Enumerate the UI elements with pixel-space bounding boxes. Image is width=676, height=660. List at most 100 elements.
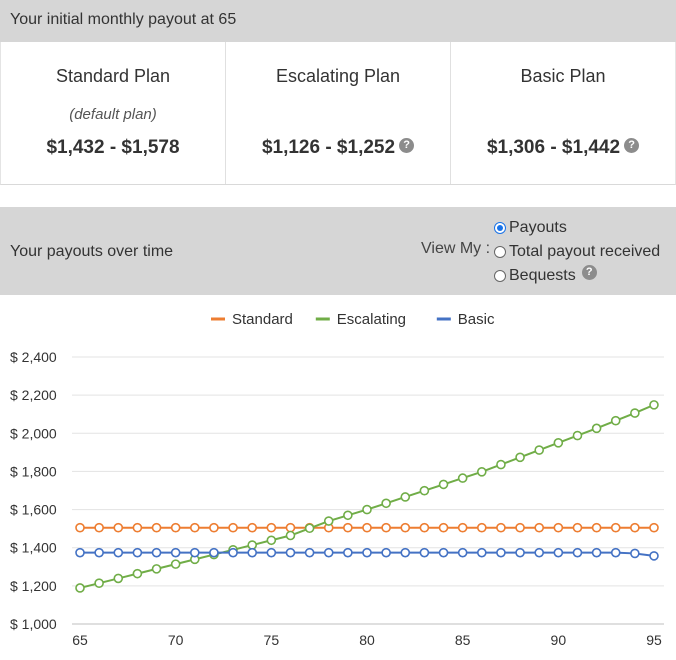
data-point — [476, 547, 487, 558]
data-point — [266, 522, 277, 533]
radio-label-total-payout: Total payout received — [509, 243, 661, 260]
plan-name: Basic Plan — [520, 66, 606, 86]
help-icon[interactable]: ? — [624, 138, 640, 153]
data-point — [94, 547, 104, 558]
help-icon[interactable]: ? — [399, 138, 415, 153]
plan-name: Standard Plan — [55, 66, 171, 86]
x-tick-label: 75 — [264, 632, 280, 648]
view-option-payouts[interactable]: Payouts — [494, 219, 567, 237]
data-point — [132, 547, 143, 558]
view-option-total-payout[interactable]: Total payout received — [494, 243, 660, 261]
radio-total-payout[interactable] — [494, 246, 506, 258]
radio-label-payouts: Payouts — [509, 219, 567, 236]
data-point — [496, 547, 506, 558]
data-point — [572, 430, 583, 441]
data-point — [343, 522, 353, 533]
data-point — [572, 522, 583, 533]
data-point — [438, 479, 449, 490]
data-point — [630, 522, 640, 533]
x-tick-label: 90 — [551, 632, 567, 648]
data-point — [610, 547, 621, 558]
data-point — [362, 522, 372, 533]
data-point — [228, 522, 238, 533]
help-icon[interactable]: ? — [581, 264, 597, 280]
data-point — [515, 452, 525, 463]
data-point — [113, 522, 124, 533]
data-point — [534, 547, 545, 558]
data-point — [496, 522, 506, 533]
data-point — [343, 547, 353, 558]
data-point — [304, 547, 315, 558]
data-point — [630, 548, 640, 559]
legend-label: Standard — [232, 311, 293, 328]
data-point — [591, 522, 602, 533]
data-point — [132, 568, 143, 579]
plan-range-value: $1,306 - $1,442 — [486, 137, 621, 158]
data-point — [228, 547, 238, 558]
data-point — [610, 415, 621, 426]
data-point — [362, 547, 372, 558]
data-point — [591, 547, 602, 558]
data-point — [266, 535, 277, 546]
data-point — [151, 522, 162, 533]
payouts-over-time-header: Your payouts over time View My : Payouts… — [0, 207, 676, 295]
payouts-line-chart: $ 1,000 $ 1,200 $ 1,400 $ 1,600 $ 1,800 $ 2,0… — [10, 311, 664, 648]
data-point — [190, 547, 200, 558]
legend-label: Basic — [458, 311, 495, 328]
data-point — [113, 547, 124, 558]
data-point — [553, 438, 564, 448]
data-point — [247, 547, 257, 558]
data-point — [285, 547, 296, 558]
x-tick-label: 85 — [455, 632, 471, 648]
data-point — [170, 522, 181, 533]
data-point — [419, 547, 430, 558]
y-tick-label: $ 1,400 — [10, 540, 57, 556]
plan-summary-row: Standard Plan (default plan) $1,432 - $1… — [0, 42, 676, 185]
data-point — [457, 522, 468, 533]
data-point — [113, 573, 124, 584]
data-point — [285, 530, 296, 541]
data-point — [209, 522, 219, 533]
data-point — [190, 522, 200, 533]
data-point — [419, 485, 430, 496]
data-point — [400, 547, 411, 558]
standard-plan-card: Standard Plan (default plan) $1,432 - $1… — [1, 42, 226, 184]
plan-range-value: $1,432 - $1,578 — [46, 137, 180, 158]
plan-payout-range: $1,306 - $1,442? — [451, 137, 675, 159]
data-point — [649, 522, 659, 533]
data-point — [400, 522, 411, 533]
data-point — [94, 522, 104, 533]
data-point — [515, 547, 525, 558]
plan-payout-range: $1,432 - $1,578 — [1, 137, 225, 159]
plan-range-value: $1,126 - $1,252 — [261, 137, 396, 158]
data-point — [534, 522, 545, 533]
radio-payouts[interactable] — [494, 222, 506, 234]
data-point — [553, 547, 564, 558]
data-point — [438, 522, 449, 533]
payouts-over-time-title: Your payouts over time — [10, 243, 174, 260]
plan-payout-range: $1,126 - $1,252? — [226, 137, 450, 159]
data-point — [323, 547, 334, 558]
initial-payout-header: Your initial monthly payout at 65 — [0, 0, 676, 42]
data-point — [247, 540, 257, 550]
data-point — [457, 473, 468, 483]
x-tick-label: 95 — [646, 632, 662, 648]
data-point — [75, 547, 85, 558]
data-point — [343, 510, 353, 521]
data-point — [649, 551, 659, 561]
data-point — [534, 445, 545, 455]
initial-payout-title: Your initial monthly payout at 65 — [10, 11, 237, 28]
radio-bequests[interactable] — [494, 270, 506, 282]
y-tick-label: $ 2,000 — [10, 425, 57, 441]
data-point — [649, 400, 659, 410]
data-point — [285, 522, 296, 533]
y-tick-label: $ 1,800 — [10, 463, 57, 479]
data-point — [170, 559, 181, 569]
data-point — [209, 547, 219, 558]
data-point — [400, 492, 411, 502]
data-point — [362, 504, 372, 515]
x-tick-label: 70 — [168, 632, 184, 648]
data-point — [151, 564, 162, 574]
data-point — [572, 547, 583, 558]
view-option-bequests[interactable]: Bequests ? — [494, 264, 597, 285]
